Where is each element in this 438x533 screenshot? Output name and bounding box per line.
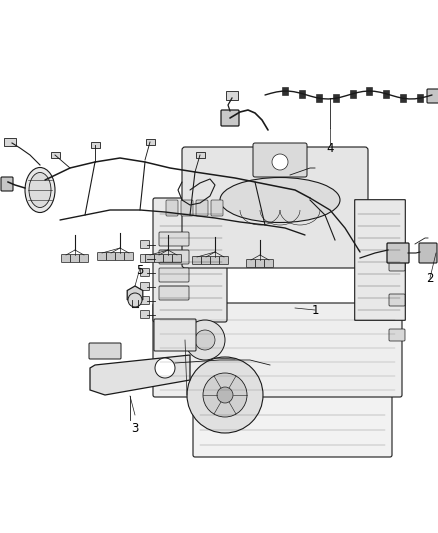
Circle shape [155,358,175,378]
FancyBboxPatch shape [265,260,273,268]
FancyBboxPatch shape [98,253,106,261]
FancyBboxPatch shape [155,254,163,262]
FancyBboxPatch shape [159,268,189,282]
FancyBboxPatch shape [159,286,189,300]
Polygon shape [90,355,190,395]
FancyBboxPatch shape [255,260,265,268]
FancyBboxPatch shape [400,94,406,102]
FancyBboxPatch shape [211,200,223,216]
Polygon shape [127,286,143,304]
FancyBboxPatch shape [195,152,205,158]
Circle shape [203,373,247,417]
FancyBboxPatch shape [387,243,409,263]
FancyBboxPatch shape [389,329,405,341]
FancyBboxPatch shape [219,256,229,264]
FancyBboxPatch shape [159,250,189,264]
FancyBboxPatch shape [226,91,238,100]
FancyBboxPatch shape [91,142,99,148]
FancyBboxPatch shape [193,393,392,457]
Circle shape [272,154,288,170]
FancyBboxPatch shape [166,200,178,216]
Text: 1: 1 [311,303,319,317]
FancyBboxPatch shape [192,256,201,264]
FancyBboxPatch shape [124,253,134,261]
Ellipse shape [220,177,340,222]
Circle shape [187,357,263,433]
FancyBboxPatch shape [211,256,219,264]
FancyBboxPatch shape [141,240,149,248]
FancyBboxPatch shape [221,110,239,126]
FancyBboxPatch shape [316,94,322,102]
Ellipse shape [29,173,51,207]
FancyBboxPatch shape [366,87,372,95]
Ellipse shape [25,167,55,213]
FancyBboxPatch shape [116,253,124,261]
FancyBboxPatch shape [253,143,307,177]
FancyBboxPatch shape [1,177,13,191]
FancyBboxPatch shape [163,254,173,262]
Text: 4: 4 [326,141,334,155]
Circle shape [217,387,233,403]
FancyBboxPatch shape [154,319,196,351]
FancyBboxPatch shape [71,254,80,262]
FancyBboxPatch shape [141,254,149,262]
FancyBboxPatch shape [145,139,155,145]
FancyBboxPatch shape [383,90,389,98]
FancyBboxPatch shape [153,303,402,397]
Circle shape [185,320,225,360]
FancyBboxPatch shape [361,268,391,282]
Circle shape [128,293,142,307]
FancyBboxPatch shape [361,286,391,300]
FancyBboxPatch shape [355,200,405,320]
Circle shape [195,330,215,350]
FancyBboxPatch shape [173,254,181,262]
FancyBboxPatch shape [419,243,437,263]
Text: 5: 5 [136,263,144,277]
FancyBboxPatch shape [427,89,438,103]
FancyBboxPatch shape [299,90,305,98]
FancyBboxPatch shape [361,250,391,264]
FancyBboxPatch shape [282,87,288,95]
FancyBboxPatch shape [141,311,149,319]
FancyBboxPatch shape [80,254,88,262]
FancyBboxPatch shape [389,259,405,271]
FancyBboxPatch shape [181,200,193,216]
FancyBboxPatch shape [50,152,60,158]
FancyBboxPatch shape [361,232,391,246]
FancyBboxPatch shape [182,147,368,268]
FancyBboxPatch shape [247,260,255,268]
FancyBboxPatch shape [61,254,71,262]
Text: 3: 3 [131,422,139,434]
FancyBboxPatch shape [159,232,189,246]
FancyBboxPatch shape [141,282,149,290]
FancyBboxPatch shape [106,253,116,261]
FancyBboxPatch shape [196,200,208,216]
Text: 2: 2 [426,271,434,285]
FancyBboxPatch shape [153,198,227,322]
FancyBboxPatch shape [4,138,16,146]
FancyBboxPatch shape [350,90,356,98]
FancyBboxPatch shape [201,256,211,264]
FancyBboxPatch shape [141,296,149,304]
FancyBboxPatch shape [417,94,423,102]
FancyBboxPatch shape [89,343,121,359]
FancyBboxPatch shape [332,94,339,102]
FancyBboxPatch shape [145,254,155,262]
FancyBboxPatch shape [389,294,405,306]
FancyBboxPatch shape [141,269,149,277]
